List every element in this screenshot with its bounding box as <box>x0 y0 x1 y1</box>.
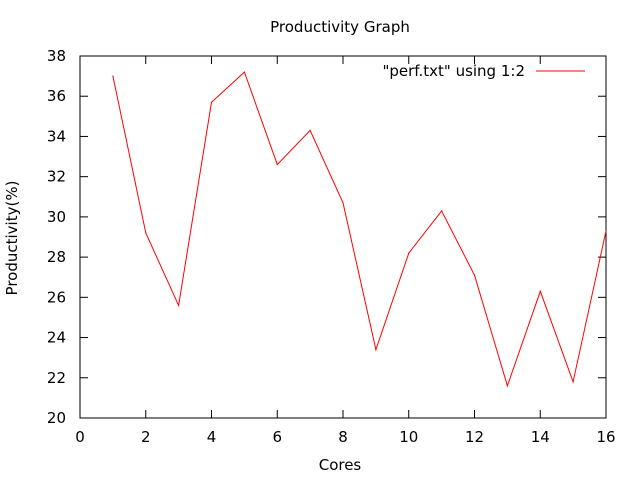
data-point <box>178 304 180 306</box>
x-tick-label: 2 <box>141 428 151 446</box>
y-axis-label: Productivity(%) <box>3 181 21 296</box>
y-tick-label: 28 <box>47 248 66 266</box>
x-tick-label: 10 <box>399 428 418 446</box>
data-point <box>145 232 147 234</box>
y-tick-label: 38 <box>47 47 66 65</box>
y-tick-label: 24 <box>47 329 66 347</box>
x-tick-label: 4 <box>207 428 217 446</box>
data-point <box>473 274 476 276</box>
y-tick-label: 30 <box>47 208 66 226</box>
data-point <box>506 385 508 387</box>
data-point <box>112 75 114 77</box>
legend: "perf.txt" using 1:2 <box>382 62 585 80</box>
x-tick-label: 12 <box>465 428 484 446</box>
data-point <box>243 71 245 73</box>
y-tick-label: 20 <box>47 409 66 427</box>
series-line-0 <box>112 71 607 388</box>
legend-label: "perf.txt" using 1:2 <box>382 62 525 80</box>
data-point <box>441 210 443 212</box>
x-tick-label: 0 <box>75 428 85 446</box>
data-point <box>276 164 278 166</box>
data-point <box>539 290 541 292</box>
data-point <box>375 349 377 351</box>
y-tick-label: 34 <box>47 127 66 145</box>
x-tick-label: 6 <box>272 428 282 446</box>
x-tick-label: 8 <box>338 428 348 446</box>
x-tick-label: 14 <box>531 428 550 446</box>
data-point <box>210 101 213 103</box>
x-tick-label: 16 <box>596 428 615 446</box>
data-point <box>605 230 607 232</box>
x-axis-label: Cores <box>319 456 362 474</box>
data-series <box>112 71 607 388</box>
chart-title: Productivity Graph <box>270 18 410 36</box>
data-point <box>408 252 410 254</box>
y-tick-label: 36 <box>47 87 66 105</box>
data-point <box>309 129 311 131</box>
y-tick-label: 22 <box>47 369 66 387</box>
y-tick-label: 32 <box>47 168 66 186</box>
data-point <box>572 381 574 383</box>
y-tick-label: 26 <box>47 288 66 306</box>
plot-frame <box>79 55 607 419</box>
data-point <box>342 202 344 204</box>
